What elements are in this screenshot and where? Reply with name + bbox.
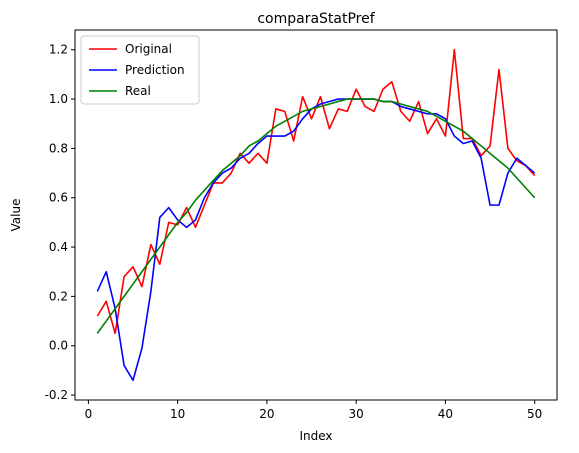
y-tick-label: 1.0 — [49, 92, 68, 106]
x-tick-label: 30 — [349, 407, 364, 421]
x-tick-label: 40 — [438, 407, 453, 421]
x-tick-label: 0 — [85, 407, 93, 421]
y-tick-label: 0.8 — [49, 141, 68, 155]
x-tick-label: 50 — [527, 407, 542, 421]
plot-frame — [74, 29, 558, 401]
x-axis-ticks: 0 10 20 30 40 50 — [85, 400, 542, 421]
y-tick-label: 0.2 — [49, 289, 68, 303]
x-tick-label: 10 — [170, 407, 185, 421]
legend-label-original: Original — [125, 42, 172, 56]
plot-lines — [96, 48, 536, 382]
y-tick-label: 0.0 — [49, 339, 68, 353]
legend-label-real: Real — [125, 84, 151, 98]
y-axis-label: Value — [9, 199, 23, 232]
legend-box — [80, 35, 200, 105]
y-tick-label: 0.4 — [49, 240, 68, 254]
legend: Original Prediction Real — [80, 35, 200, 105]
y-tick-label: 0.6 — [49, 191, 68, 205]
series-line-real — [96, 98, 536, 334]
x-axis-label: Index — [299, 429, 332, 443]
y-axis-ticks: -0.2 0.0 0.2 0.4 0.6 0.8 1.0 1.2 — [45, 43, 75, 402]
y-tick-label: -0.2 — [45, 388, 68, 402]
x-tick-label: 20 — [259, 407, 274, 421]
chart-title: comparaStatPref — [257, 11, 375, 27]
y-tick-label: 1.2 — [49, 43, 68, 57]
legend-label-prediction: Prediction — [125, 63, 185, 77]
series-line-prediction — [96, 98, 536, 382]
